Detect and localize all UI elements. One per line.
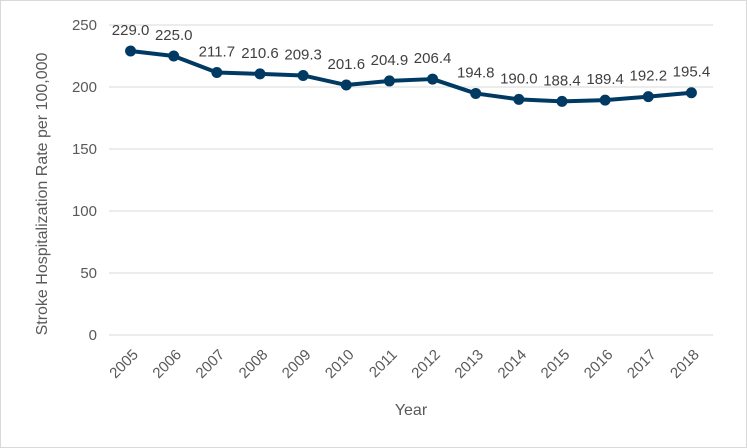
data-point	[470, 87, 482, 99]
y-tick-label: 0	[89, 327, 97, 344]
data-point	[642, 91, 654, 103]
x-axis-ticks: 2005 2006 2007 2008 2009 2010 2011 2012 2013 2014…	[106, 346, 702, 382]
x-tick-label: 2013	[451, 346, 487, 382]
x-tick-label: 2007	[193, 346, 229, 382]
data-point	[168, 50, 180, 62]
x-tick-label: 2008	[236, 346, 272, 382]
data-label: 229.0	[112, 22, 150, 39]
x-tick-label: 2009	[279, 346, 315, 382]
data-point	[297, 69, 309, 81]
data-point	[383, 75, 395, 87]
gridlines	[109, 24, 713, 336]
data-point	[254, 68, 266, 80]
data-point	[513, 93, 525, 105]
series-line	[128, 49, 694, 104]
data-point	[556, 95, 568, 107]
data-label: 188.4	[543, 72, 581, 89]
data-label: 210.6	[241, 45, 279, 62]
x-axis-title: Year	[395, 402, 428, 419]
y-tick-label: 200	[72, 79, 97, 96]
data-label: 204.9	[371, 52, 409, 69]
data-label: 201.6	[328, 56, 366, 73]
y-tick-label: 250	[72, 17, 97, 34]
x-tick-label: 2018	[667, 346, 703, 382]
x-tick-label: 2006	[149, 346, 185, 382]
data-points	[125, 45, 697, 107]
x-tick-label: 2010	[322, 346, 358, 382]
data-labels: 229.0 225.0 211.7 210.6 209.3 201.6 204.9 206.4…	[112, 22, 710, 89]
data-label: 211.7	[199, 43, 235, 60]
data-label: 209.3	[284, 46, 322, 63]
data-label: 225.0	[155, 27, 193, 44]
data-label: 194.8	[457, 64, 495, 81]
x-tick-label: 2016	[581, 346, 617, 382]
y-axis-title: Stroke Hospitalization Rate per 100,000	[34, 52, 51, 335]
data-label: 195.4	[673, 64, 711, 81]
y-tick-label: 50	[80, 265, 97, 282]
data-point	[340, 79, 352, 91]
data-point	[685, 87, 697, 99]
x-tick-label: 2017	[624, 346, 660, 382]
y-tick-label: 150	[72, 141, 97, 158]
x-tick-label: 2011	[366, 346, 401, 381]
data-label: 190.0	[500, 70, 538, 87]
x-tick-label: 2012	[408, 346, 444, 382]
y-axis-ticks: 0 50 100 150 200 250	[72, 17, 97, 344]
y-tick-label: 100	[72, 203, 97, 220]
data-point	[125, 45, 137, 57]
x-tick-label: 2015	[538, 346, 574, 382]
data-label: 192.2	[630, 68, 668, 85]
x-tick-label: 2014	[495, 346, 531, 382]
data-point	[211, 66, 223, 78]
data-point	[427, 73, 439, 85]
x-tick-label: 2005	[106, 346, 142, 382]
data-label: 206.4	[414, 50, 452, 67]
data-label: 189.4	[586, 71, 624, 88]
data-point	[599, 94, 611, 106]
